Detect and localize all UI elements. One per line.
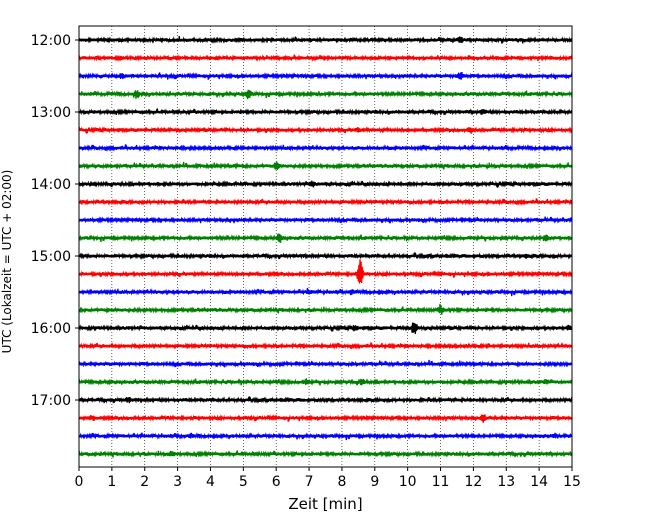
x-tick-label: 6 (272, 474, 281, 490)
x-axis: 0 1 2 3 4 5 6 7 8 9 10 11 12 13 14 15 (75, 467, 581, 490)
x-tick-label: 15 (563, 474, 581, 490)
trace-group (78, 35, 573, 458)
y-tick-label: 13:00 (31, 105, 71, 121)
trace-1430 (78, 216, 573, 224)
trace-1500 (78, 252, 573, 260)
y-tick-label: 12:00 (31, 33, 71, 49)
trace-1530 (78, 287, 573, 297)
x-tick-label: 1 (107, 474, 116, 490)
y-tick-label: 17:00 (31, 393, 71, 409)
x-tick-label: 10 (399, 474, 417, 490)
trace-1745 (78, 450, 573, 458)
trace-1245 (78, 89, 573, 100)
x-tick-label: 5 (239, 474, 248, 490)
trace-1445 (78, 233, 573, 243)
trace-1515 (78, 259, 573, 284)
x-tick-label: 7 (305, 474, 314, 490)
x-tick-label: 11 (432, 474, 450, 490)
x-tick-label: 9 (370, 474, 379, 490)
trace-1330 (78, 143, 573, 152)
x-tick-label: 8 (337, 474, 346, 490)
x-tick-label: 4 (206, 474, 215, 490)
trace-1315 (78, 126, 573, 134)
trace-1645 (78, 378, 573, 386)
trace-1400 (78, 180, 573, 188)
trace-1730 (78, 431, 573, 441)
trace-1230 (78, 71, 573, 80)
x-tick-label: 14 (530, 474, 548, 490)
y-tick-label: 15:00 (31, 249, 71, 265)
plot-frame (78, 25, 573, 468)
trace-1615 (78, 342, 573, 350)
x-tick-label: 2 (140, 474, 149, 490)
trace-1200 (78, 35, 573, 44)
x-axis-label: Zeit [min] (288, 495, 362, 513)
trace-1700 (78, 396, 573, 404)
x-tick-label: 3 (173, 474, 182, 490)
x-tick-label: 13 (497, 474, 515, 490)
y-axis: 12:00 13:00 14:00 15:00 16:00 17:00 (31, 33, 79, 409)
trace-1715 (78, 414, 573, 423)
x-tick-label: 12 (464, 474, 482, 490)
trace-1545 (78, 303, 573, 315)
trace-1630 (78, 359, 573, 368)
y-tick-label: 14:00 (31, 177, 71, 193)
x-tick-label: 0 (75, 474, 84, 490)
y-axis-label: UTC (Lokalzeit = UTC + 02:00) (0, 170, 14, 354)
y-tick-label: 16:00 (31, 321, 71, 337)
